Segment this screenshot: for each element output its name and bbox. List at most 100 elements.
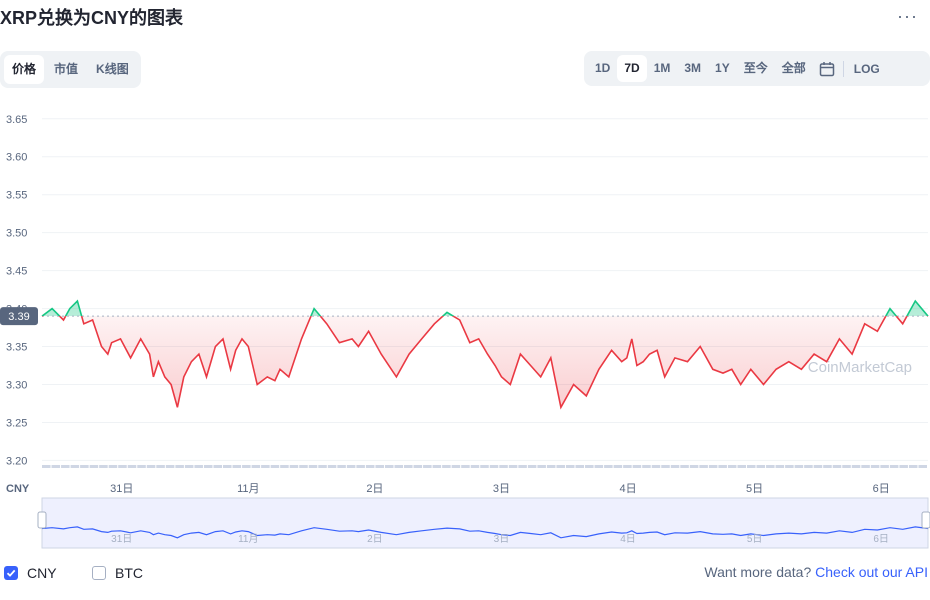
range-1d[interactable]: 1D [595,61,611,75]
volume-bar [394,465,404,468]
volume-bar [194,465,203,468]
volume-bar [203,465,213,468]
y-tick-label: 3.20 [6,455,27,467]
volume-bar [594,465,604,468]
volume-bar [327,465,337,468]
x-tick-label: 11月 [237,483,259,495]
volume-bar [727,465,737,468]
volume-bar [508,465,518,468]
volume-bar [604,465,613,468]
volume-bar [489,465,499,468]
volume-bar [270,465,280,468]
x-tick-label: 6日 [873,483,890,495]
volume-bar [375,465,384,468]
volume-bar [337,465,346,468]
range-1m[interactable]: 1M [653,61,671,75]
baseline-label-box [0,307,38,326]
volume-bar [794,465,804,468]
volume-bar [661,465,670,468]
y-tick-label: 3.60 [6,152,27,164]
volume-bar [480,465,489,468]
volume-bar [499,465,508,468]
volume-bar [384,465,394,468]
volume-bar [746,465,756,468]
calendar-icon[interactable] [817,55,837,82]
volume-bar [242,465,251,468]
volume-bar [432,465,442,468]
volume-bar [880,465,889,468]
volume-bar [365,465,375,468]
volume-bar [184,465,194,468]
volume-bar [346,465,356,468]
volume-bar [413,465,423,468]
volume-bar [918,465,927,468]
y-tick-label: 3.35 [6,342,27,354]
more-options-button[interactable]: ··· [897,6,918,26]
volume-bar [613,465,623,468]
volume-bar [251,465,261,468]
volume-bar [680,465,689,468]
tab-market-cap[interactable]: 市值 [54,62,79,76]
x-tick-label: 3日 [493,483,510,495]
x-tick-label: 5日 [746,483,763,495]
volume-bar [404,465,413,468]
volume-bar [899,465,908,468]
range-all[interactable]: 全部 [781,61,806,75]
volume-bar [537,465,546,468]
cny-label: CNY [27,565,57,581]
volume-bar [766,465,775,468]
volume-bar [165,465,175,468]
volume-bar [51,465,61,468]
btc-label: BTC [115,565,143,581]
volume-bar [299,465,308,468]
volume-bar [423,465,432,468]
volume-bar [908,465,918,468]
tab-candlestick[interactable]: K线图 [96,62,129,76]
btc-checkbox[interactable]: BTC [92,565,143,581]
coinmarketcap-watermark: CoinMarketCap [808,359,912,376]
volume-bar [223,465,232,468]
navigator-tick-label: 4日 [620,534,636,545]
api-link[interactable]: Check out our API [815,564,928,580]
volume-bar [851,465,861,468]
volume-bar [689,465,699,468]
price-line-down [41,316,929,410]
log-scale-toggle[interactable]: LOG [853,61,880,76]
volume-bar [61,465,70,468]
navigator-area[interactable] [41,497,929,549]
volume-bar [70,465,80,468]
volume-bar [232,465,242,468]
volume-bar [699,465,708,468]
range-ytd[interactable]: 至今 [743,61,768,75]
y-tick-label: 3.55 [6,190,27,202]
volume-bar [318,465,327,468]
range-1y[interactable]: 1Y [715,61,730,75]
api-promo-text: Want more data? [704,564,812,580]
navigator-tick-label: 11月 [238,533,258,545]
volume-bar [623,465,632,468]
volume-bar [556,465,565,468]
y-tick-label: 3.65 [6,114,27,126]
range-7d[interactable]: 7D [617,55,647,82]
volume-bar [737,465,746,468]
volume-bar [518,465,527,468]
navigator-handle-right[interactable] [921,511,930,529]
volume-bar [137,465,146,468]
volume-bar [470,465,480,468]
volume-bar [832,465,842,468]
volume-bar [451,465,461,468]
tab-price[interactable]: 价格 [4,55,45,84]
volume-bar [108,465,118,468]
navigator-handle-left[interactable] [37,511,47,529]
y-tick-label: 3.25 [6,417,27,429]
volume-bar [89,465,99,468]
range-3m[interactable]: 3M [684,61,702,75]
volume-bar [632,465,642,468]
volume-bar [889,465,899,468]
volume-bar [127,465,137,468]
volume-bar [861,465,870,468]
cny-checkbox[interactable]: CNY [4,565,57,581]
volume-bar [775,465,785,468]
api-promo: Want more data? Check out our API [704,564,928,580]
volume-bar [708,465,718,468]
